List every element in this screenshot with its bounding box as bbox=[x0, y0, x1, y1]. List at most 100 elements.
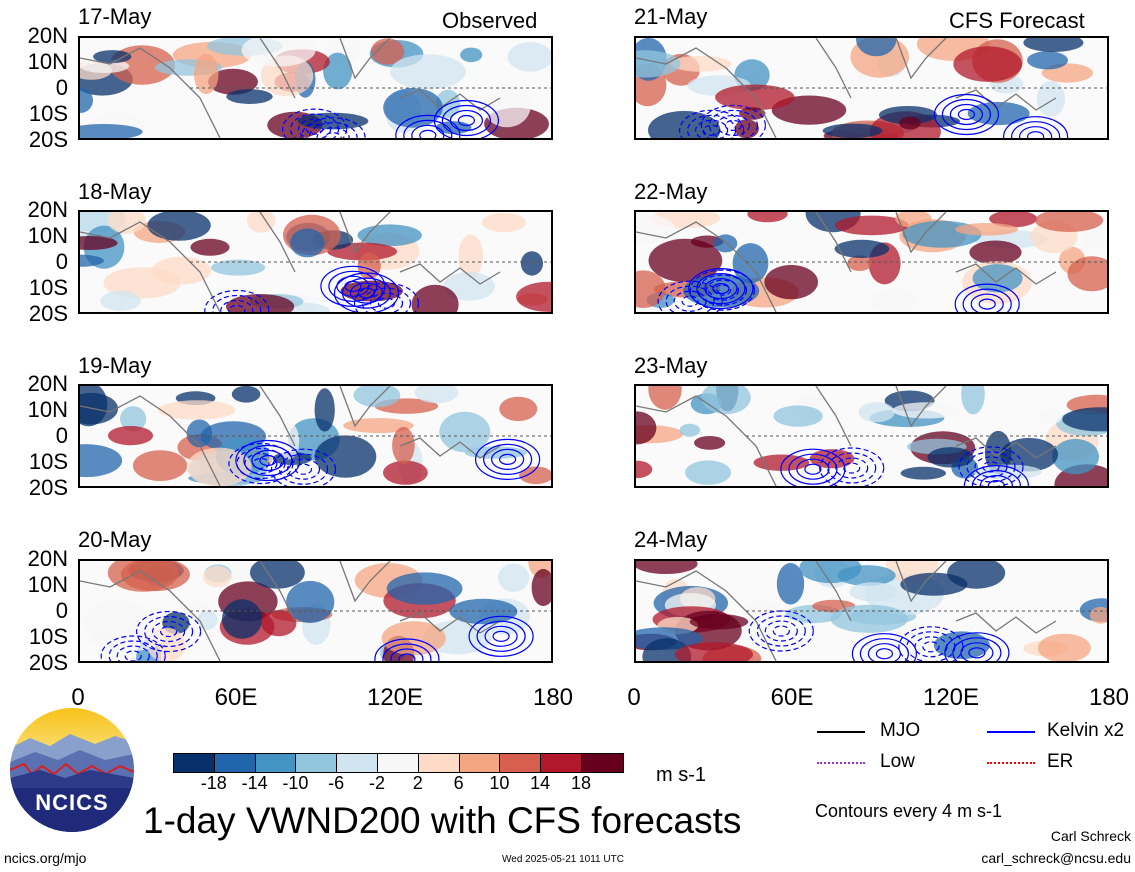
footer-timestamp: Wed 2025-05-21 1011 UTC bbox=[502, 854, 624, 865]
anomaly-shading bbox=[246, 212, 276, 233]
anomaly-shading bbox=[120, 406, 147, 432]
kelvin-contour bbox=[135, 610, 202, 653]
anomaly-shading bbox=[747, 212, 788, 223]
anomaly-shading bbox=[1000, 437, 1058, 472]
anomaly-shading bbox=[357, 224, 422, 247]
anomaly-shading bbox=[870, 289, 919, 312]
anomaly-shading bbox=[955, 223, 1019, 236]
anomaly-shading bbox=[80, 254, 104, 267]
panel-date-right-2: 22-May bbox=[634, 179, 708, 204]
kelvin-contour bbox=[960, 642, 994, 661]
colorbar-swatch bbox=[296, 754, 338, 772]
anomaly-shading bbox=[894, 622, 932, 654]
anomaly-shading bbox=[241, 38, 316, 67]
colorbar-tick-label: 2 bbox=[412, 773, 423, 793]
colorbar-swatch bbox=[377, 754, 419, 772]
anomaly-shading bbox=[211, 259, 266, 276]
kelvin-contour bbox=[679, 109, 745, 138]
footer-email[interactable]: carl_schreck@ncsu.edu bbox=[981, 850, 1131, 866]
kelvin-contour bbox=[708, 109, 758, 138]
coastline bbox=[80, 38, 501, 138]
kelvin-contour bbox=[441, 104, 491, 137]
kelvin-contour bbox=[220, 299, 254, 312]
anomaly-shading bbox=[386, 572, 463, 605]
kelvin-contour bbox=[681, 295, 699, 307]
colorbar-swatch bbox=[255, 754, 297, 772]
anomaly-shading bbox=[323, 52, 353, 90]
kelvin-contour bbox=[411, 124, 445, 138]
anomaly-shading bbox=[849, 582, 898, 602]
anomaly-shading bbox=[80, 124, 143, 138]
lat-tick-2-0: 0 bbox=[55, 249, 68, 274]
kelvin-contour bbox=[353, 282, 420, 312]
kelvin-contour bbox=[712, 282, 730, 295]
panel-date-left-1: 17-May bbox=[78, 4, 152, 29]
kelvin-contour bbox=[252, 457, 270, 470]
anomaly-shading bbox=[878, 106, 938, 124]
anomaly-shading bbox=[100, 290, 141, 311]
colorbar-swatch bbox=[459, 754, 501, 772]
map-panel-right-3 bbox=[634, 384, 1109, 488]
kelvin-contour bbox=[827, 452, 877, 484]
kelvin-contour bbox=[484, 625, 518, 647]
lat-tick-1-10s: 10S bbox=[28, 101, 68, 126]
kelvin-contour bbox=[294, 463, 313, 475]
kelvin-contour bbox=[859, 638, 909, 661]
logo-text: NCICS bbox=[35, 790, 109, 815]
kelvin-contour bbox=[282, 108, 348, 138]
kelvin-contour bbox=[499, 453, 517, 466]
anomaly-shading bbox=[226, 89, 273, 104]
kelvin-contour bbox=[963, 465, 1029, 486]
kelvin-contour bbox=[952, 637, 1002, 661]
anomaly-shading bbox=[739, 107, 766, 120]
colorbar-tick-label: 6 bbox=[453, 773, 464, 793]
anomaly-shading bbox=[648, 386, 682, 410]
anomaly-shading bbox=[498, 563, 530, 592]
anomaly-shading bbox=[516, 281, 551, 312]
anomaly-shading bbox=[392, 426, 415, 465]
anomaly-shading bbox=[193, 53, 219, 94]
anomaly-shading bbox=[892, 402, 961, 419]
kelvin-contour bbox=[395, 114, 461, 138]
colorbar-tick-label: -2 bbox=[368, 773, 385, 793]
kelvin-contour bbox=[491, 448, 525, 471]
colorbar-tick-label: -10 bbox=[282, 773, 309, 793]
figure-title: 1-day VWND200 with CFS forecasts bbox=[143, 800, 742, 841]
lat-tick-3-20s: 20S bbox=[28, 475, 68, 500]
anomaly-shading bbox=[414, 386, 459, 404]
kelvin-contour bbox=[344, 280, 362, 292]
colorbar-tick-label: 10 bbox=[489, 773, 510, 793]
lon-tick-right-180: 180 bbox=[1088, 684, 1130, 711]
kelvin-contour bbox=[657, 280, 723, 312]
colorbar-swatch bbox=[174, 754, 215, 772]
kelvin-contour bbox=[243, 444, 293, 477]
anomaly-shading bbox=[132, 450, 188, 481]
kelvin-contour bbox=[369, 292, 404, 312]
kelvin-contour bbox=[361, 287, 412, 312]
anomaly-shading bbox=[147, 212, 211, 241]
anomaly-shading bbox=[80, 87, 93, 113]
kelvin-contour bbox=[748, 610, 814, 652]
lon-tick-right-0: 0 bbox=[627, 684, 641, 711]
kelvin-contour bbox=[705, 279, 740, 301]
kelvin-contour bbox=[788, 453, 838, 485]
footer-url[interactable]: ncics.org/mjo bbox=[4, 850, 87, 866]
anomaly-shading bbox=[231, 386, 261, 403]
lat-tick-1-0: 0 bbox=[55, 75, 68, 100]
kelvin-contour bbox=[382, 643, 432, 661]
anomaly-shading bbox=[507, 42, 551, 72]
kelvin-contour bbox=[756, 615, 806, 647]
kelvin-contour bbox=[228, 442, 294, 485]
map-panel-right-2 bbox=[634, 210, 1109, 314]
anomaly-shading bbox=[1023, 38, 1084, 52]
kelvin-contour bbox=[970, 293, 1004, 312]
lon-tick-left-180: 180 bbox=[532, 684, 574, 711]
anomaly-shading bbox=[764, 264, 818, 300]
anomaly-shading bbox=[519, 466, 551, 485]
anomaly-shading bbox=[773, 405, 823, 427]
anomaly-shading bbox=[927, 447, 974, 468]
anomaly-shading bbox=[742, 601, 780, 619]
kelvin-contour bbox=[673, 290, 707, 312]
kelvin-contour bbox=[457, 114, 475, 127]
anomaly-shading bbox=[411, 284, 459, 312]
